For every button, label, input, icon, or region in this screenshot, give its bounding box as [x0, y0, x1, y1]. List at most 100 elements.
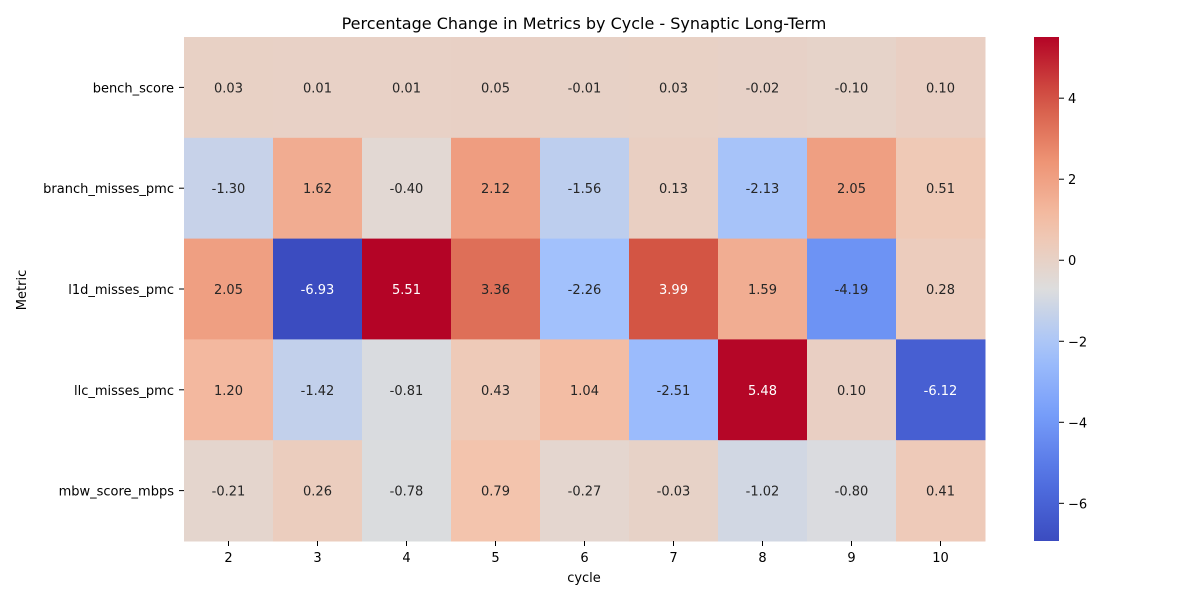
cell-value-label: 5.51 [392, 283, 421, 298]
heatmap-cell [451, 440, 541, 542]
x-tick-label: 3 [313, 551, 321, 566]
cell-value-label: 0.10 [837, 384, 866, 399]
heatmap-cell [273, 339, 363, 441]
cell-value-label: 0.43 [481, 384, 510, 399]
heatmap-cell [540, 238, 630, 340]
cell-value-label: -0.03 [657, 485, 691, 500]
heatmap-cell [362, 137, 452, 240]
cell-value-label: 5.48 [748, 384, 777, 399]
x-tick-label: 8 [758, 551, 766, 566]
cell-value-label: 1.04 [570, 384, 599, 399]
y-tick-label: bench_score [93, 81, 174, 96]
heatmap-cell [362, 238, 452, 340]
cell-value-label: 0.41 [926, 485, 955, 500]
heatmap-cell [896, 37, 986, 139]
heatmap-cell [451, 137, 541, 240]
heatmap-cell [807, 37, 897, 139]
cell-value-label: -1.30 [212, 182, 246, 197]
heatmap-cell [718, 37, 808, 139]
cell-value-label: -1.56 [568, 182, 602, 197]
cell-value-label: 0.05 [481, 81, 510, 96]
heatmap-cell-labels: 0.03 0.01 0.01 0.05 -0.01 0.03 -0.02 -0.10 0.10 -… [212, 81, 958, 499]
cell-value-label: -0.27 [568, 485, 602, 500]
cell-value-label: -0.78 [390, 485, 424, 500]
y-axis: bench_score branch_misses_pmc l1d_misses_p… [43, 81, 184, 500]
heatmap-cell [184, 137, 274, 240]
cell-value-label: -2.51 [657, 384, 691, 399]
heatmap-cell [362, 339, 452, 441]
heatmap-cell [629, 339, 719, 441]
heatmap-cell [540, 137, 630, 240]
y-tick-label: mbw_score_mbps [59, 485, 175, 500]
cell-value-label: -0.10 [835, 81, 869, 96]
heatmap-cells [184, 37, 986, 542]
heatmap-cell [807, 339, 897, 441]
cell-value-label: 3.36 [481, 283, 510, 298]
cell-value-label: -0.02 [746, 81, 780, 96]
heatmap-cell [184, 37, 274, 139]
cell-value-label: -0.80 [835, 485, 869, 500]
heatmap-cell [540, 37, 630, 139]
heatmap-cell [451, 339, 541, 441]
heatmap-cell [273, 440, 363, 542]
heatmap-cell [184, 238, 274, 340]
heatmap-cell [896, 339, 986, 441]
cell-value-label: 0.26 [303, 485, 332, 500]
cell-value-label: -2.26 [568, 283, 602, 298]
cell-value-label: 2.05 [214, 283, 243, 298]
cell-value-label: 0.01 [392, 81, 421, 96]
heatmap-cell [718, 339, 808, 441]
cell-value-label: -6.93 [301, 283, 335, 298]
cell-value-label: 2.12 [481, 182, 510, 197]
cell-value-label: -0.40 [390, 182, 424, 197]
cell-value-label: -0.81 [390, 384, 424, 399]
cell-value-label: 0.10 [926, 81, 955, 96]
y-tick-label: l1d_misses_pmc [68, 283, 174, 298]
heatmap-cell [451, 37, 541, 139]
cell-value-label: 0.51 [926, 182, 955, 197]
colorbar-tick-label: 0 [1068, 254, 1076, 269]
heatmap-cell [362, 37, 452, 139]
x-tick-label: 4 [402, 551, 410, 566]
x-tick-label: 5 [491, 551, 499, 566]
x-tick-label: 10 [932, 551, 949, 566]
heatmap-cell [273, 37, 363, 139]
heatmap-cell [629, 238, 719, 340]
cell-value-label: 1.59 [748, 283, 777, 298]
x-tick-label: 2 [224, 551, 232, 566]
heatmap-cell [184, 339, 274, 441]
heatmap-cell [451, 238, 541, 340]
x-axis: 2 3 4 5 6 7 8 9 10 [224, 541, 949, 566]
colorbar: −6 −4 −2 0 2 4 [1034, 37, 1087, 541]
colorbar-gradient [1034, 37, 1059, 541]
cell-value-label: -1.02 [746, 485, 780, 500]
y-tick-label: branch_misses_pmc [43, 182, 174, 197]
cell-value-label: 0.03 [214, 81, 243, 96]
heatmap-cell [807, 137, 897, 240]
x-tick-label: 7 [669, 551, 677, 566]
cell-value-label: -1.42 [301, 384, 335, 399]
heatmap-cell [807, 440, 897, 542]
colorbar-tick-label: 2 [1068, 173, 1076, 188]
cell-value-label: 3.99 [659, 283, 688, 298]
cell-value-label: -6.12 [924, 384, 958, 399]
cell-value-label: 0.03 [659, 81, 688, 96]
y-axis-label: Metric [15, 270, 30, 310]
cell-value-label: -4.19 [835, 283, 869, 298]
cell-value-label: 0.13 [659, 182, 688, 197]
colorbar-tick-label: 4 [1068, 92, 1076, 107]
colorbar-tick-label: −6 [1068, 497, 1087, 512]
cell-value-label: -0.01 [568, 81, 602, 96]
heatmap-cell [273, 238, 363, 340]
heatmap-cell [718, 137, 808, 240]
y-tick-label: llc_misses_pmc [74, 384, 174, 399]
cell-value-label: 0.01 [303, 81, 332, 96]
x-tick-label: 6 [580, 551, 588, 566]
cell-value-label: -0.21 [212, 485, 246, 500]
cell-value-label: 1.62 [303, 182, 332, 197]
cell-value-label: 1.20 [214, 384, 243, 399]
cell-value-label: 0.79 [481, 485, 510, 500]
heatmap-cell [362, 440, 452, 542]
heatmap-cell [629, 137, 719, 240]
